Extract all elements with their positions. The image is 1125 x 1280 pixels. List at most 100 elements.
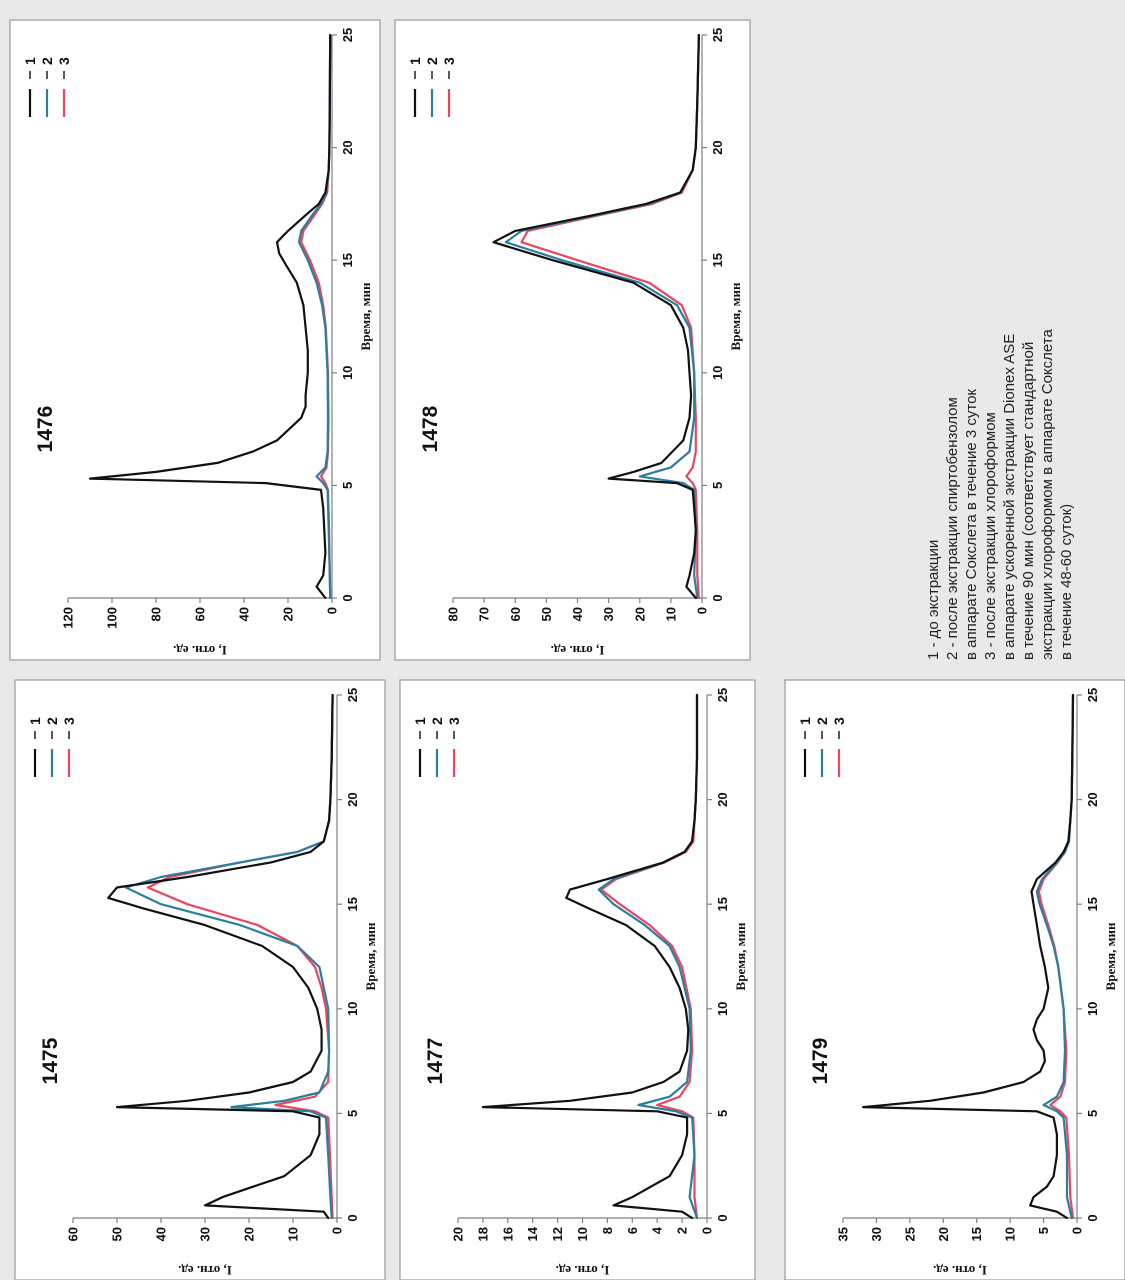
y-tick-label: 10 — [575, 1227, 590, 1241]
y-tick-label: 20 — [936, 1227, 951, 1241]
y-axis-label: I, отн. ед. — [933, 1263, 987, 1278]
x-tick-label: 0 — [340, 594, 355, 601]
x-tick-label: 20 — [345, 792, 360, 806]
legend-label-2: 2 — [814, 717, 830, 725]
series-line-1 — [107, 693, 334, 1220]
chart-panel-1478: 0 5 10 15 20 25 0 10 20 30 40 50 60 70 80 Время, мин I, … — [394, 19, 751, 661]
description-line-2: 2 - после экстракции спиртобензолом — [944, 397, 961, 660]
x-tick-label: 15 — [340, 253, 355, 267]
x-tick-label: 20 — [715, 792, 730, 806]
series-description: 1 - до экстракции 2 - после экстракции с… — [925, 329, 1075, 660]
y-tick-label: 6 — [625, 1227, 640, 1234]
y-tick-label: 12 — [550, 1227, 565, 1241]
x-tick-label: 25 — [345, 688, 360, 702]
panel-frame — [14, 679, 386, 1280]
legend-label-1: 1 — [407, 57, 423, 65]
y-tick-label: 20 — [281, 607, 296, 621]
y-tick-label: 0 — [325, 607, 340, 614]
x-tick-label: 5 — [710, 482, 725, 489]
y-tick-label: 40 — [237, 607, 252, 621]
y-tick-label: 10 — [1003, 1227, 1018, 1241]
y-tick-label: 20 — [632, 607, 647, 621]
y-tick-label: 60 — [66, 1227, 81, 1241]
description-line-5: в аппарате ускоренной экстракции Dionex … — [1001, 334, 1018, 660]
x-tick-label: 25 — [710, 28, 725, 42]
y-axis-label: I, отн. ед. — [556, 1263, 610, 1278]
legend-label-3: 3 — [831, 717, 847, 725]
x-tick-label: 25 — [715, 688, 730, 702]
y-tick-label: 18 — [475, 1227, 490, 1241]
chart-panel-1479: 0 5 10 15 20 25 0 5 10 15 20 25 30 35 Время, мин I, отн… — [784, 679, 1125, 1280]
x-tick-label: 15 — [710, 253, 725, 267]
x-tick-label: 10 — [345, 1002, 360, 1016]
panel-frame — [394, 19, 751, 661]
y-tick-label: 30 — [869, 1227, 884, 1241]
x-tick-label: 5 — [345, 1110, 360, 1117]
series-line-1 — [492, 33, 700, 600]
y-tick-label: 30 — [198, 1227, 213, 1241]
description-line-8: в течение 48-60 суток) — [1058, 504, 1075, 660]
y-tick-label: 0 — [330, 1227, 345, 1234]
y-tick-label: 30 — [601, 607, 616, 621]
legend-label-2: 2 — [39, 57, 55, 65]
panel-title: 1479 — [809, 1038, 832, 1085]
x-axis-label: Время, мин — [1103, 922, 1118, 990]
x-axis-label: Время, мин — [728, 282, 743, 350]
x-tick-label: 10 — [715, 1002, 730, 1016]
x-tick-label: 20 — [710, 140, 725, 154]
legend-label-2: 2 — [424, 57, 440, 65]
y-tick-label: 80 — [149, 607, 164, 621]
description-line-6: в течение 90 мин (соответствует стандарт… — [1020, 342, 1037, 660]
x-tick-label: 10 — [340, 366, 355, 380]
x-tick-label: 25 — [340, 28, 355, 42]
x-tick-label: 10 — [710, 366, 725, 380]
series-line-1 — [88, 33, 332, 600]
y-tick-label: 35 — [836, 1227, 851, 1241]
y-tick-label: 60 — [508, 607, 523, 621]
panel-frame — [399, 679, 756, 1280]
legend-label-1: 1 — [27, 717, 43, 725]
panel-frame — [9, 19, 381, 661]
panel-frame — [784, 679, 1125, 1280]
legend-label-2: 2 — [44, 717, 60, 725]
x-tick-label: 0 — [715, 1214, 730, 1221]
y-tick-label: 10 — [286, 1227, 301, 1241]
y-tick-label: 20 — [451, 1227, 466, 1241]
y-tick-label: 0 — [700, 1227, 715, 1234]
legend-label-1: 1 — [412, 717, 428, 725]
y-tick-label: 120 — [61, 607, 76, 629]
legend-label-3: 3 — [446, 717, 462, 725]
y-tick-label: 50 — [110, 1227, 125, 1241]
legend-label-1: 1 — [22, 57, 38, 65]
x-tick-label: 15 — [345, 897, 360, 911]
series-line-1 — [862, 693, 1075, 1220]
y-tick-label: 8 — [600, 1227, 615, 1234]
y-tick-label: 2 — [675, 1227, 690, 1234]
x-tick-label: 20 — [1085, 792, 1100, 806]
y-tick-label: 100 — [105, 607, 120, 629]
legend-label-3: 3 — [61, 717, 77, 725]
x-tick-label: 5 — [340, 482, 355, 489]
y-tick-label: 4 — [650, 1226, 665, 1234]
description-line-1: 1 - до экстракции — [925, 540, 942, 660]
y-tick-label: 5 — [1036, 1227, 1051, 1234]
y-tick-label: 70 — [477, 607, 492, 621]
y-axis-label: I, отн. ед. — [173, 643, 227, 658]
chart-panel-1476: 0 5 10 15 20 25 0 20 40 60 80 100 120 Время, мин I, от… — [9, 19, 381, 661]
panel-title: 1478 — [419, 405, 442, 452]
y-tick-label: 80 — [446, 607, 461, 621]
x-tick-label: 15 — [1085, 897, 1100, 911]
y-tick-label: 50 — [539, 607, 554, 621]
legend-label-1: 1 — [797, 717, 813, 725]
x-tick-label: 20 — [340, 140, 355, 154]
description-line-7: экстракции хлороформом в аппарате Соксле… — [1039, 329, 1056, 660]
y-tick-label: 25 — [902, 1227, 917, 1241]
x-tick-label: 5 — [1085, 1110, 1100, 1117]
y-axis-label: I, отн. ед. — [178, 1263, 232, 1278]
chart-panel-1475: 0 5 10 15 20 25 0 10 20 30 40 50 60 Время, мин I, отн.… — [14, 679, 386, 1280]
y-tick-label: 16 — [500, 1227, 515, 1241]
